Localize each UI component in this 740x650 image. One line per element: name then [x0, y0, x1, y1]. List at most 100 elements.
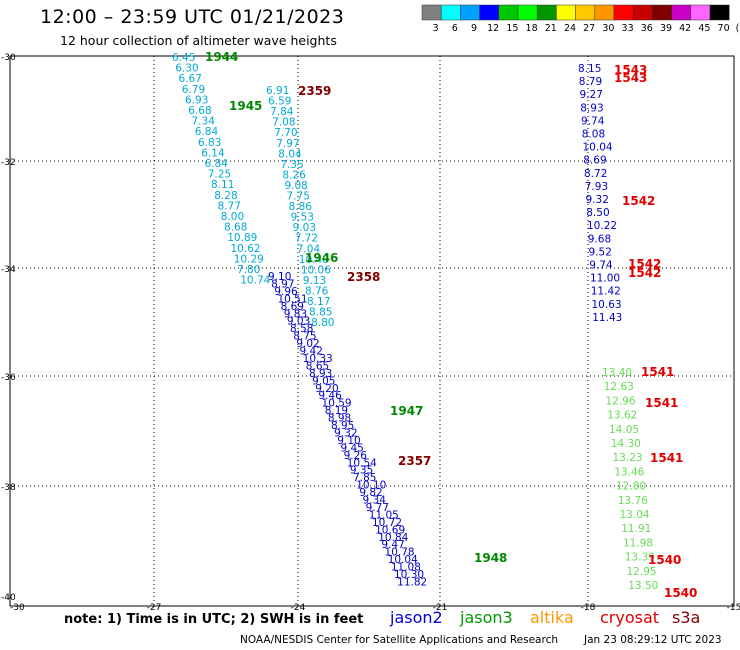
wave-height-value: 10.62 [231, 243, 261, 255]
wave-height-value: 10.10 [356, 480, 386, 492]
wave-height-value: 6.79 [182, 84, 205, 96]
wave-height-value: 9.83 [284, 308, 307, 320]
colorbar-swatch [556, 4, 576, 21]
colorbar-label: 24 [564, 23, 576, 34]
pass-time-label: 1947 [390, 404, 423, 418]
wave-height-value: 8.50 [586, 207, 609, 219]
wave-height-value: 9.32 [334, 427, 357, 439]
wave-height-value: 11.43 [592, 312, 622, 324]
wave-height-value: 9.02 [296, 338, 319, 350]
wave-height-value: 8.58 [290, 323, 313, 335]
wave-height-value: 10.63 [592, 299, 622, 311]
wave-height-value: 11.82 [397, 576, 427, 588]
legend-jason2: jason2 [390, 608, 443, 627]
wave-height-value: 6.59 [268, 96, 291, 108]
wave-height-value: 6.91 [266, 85, 289, 97]
wave-height-value: 13.46 [614, 466, 644, 478]
wave-height-value: 9.27 [580, 89, 603, 101]
wave-height-value: 8.86 [289, 201, 313, 213]
wave-height-value: 9.96 [274, 286, 298, 298]
colorbar-label: 39 [660, 23, 672, 34]
wave-height-value: 12.63 [604, 381, 634, 393]
colorbar-label: 27 [583, 23, 595, 34]
colorbar-label: (ft) [736, 23, 740, 34]
wave-height-value: 8.26 [282, 169, 306, 181]
wave-height-value: 6.68 [188, 105, 211, 117]
wave-height-value: 7.80 [237, 264, 260, 276]
wave-height-value: 13.40 [602, 367, 632, 379]
wave-height-value: 8.79 [579, 76, 602, 88]
pass-time-label: 1543 [614, 71, 647, 85]
cyan-track-1945: 6.916.597.847.087.707.978.047.358.269.08… [266, 85, 334, 329]
wave-height-value: 13.50 [628, 580, 658, 592]
colorbar-swatch [690, 4, 711, 21]
legend-jason3: jason3 [460, 608, 513, 627]
colorbar-swatch [460, 4, 480, 21]
wave-height-value: 9.47 [381, 539, 404, 551]
wave-height-value: 7.08 [272, 117, 295, 129]
wave-height-value: 7.70 [274, 127, 297, 139]
wave-height-value: 13.04 [620, 509, 650, 521]
wave-height-value: 6.84 [195, 126, 219, 138]
wave-height-value: 9.42 [300, 346, 323, 358]
wave-height-value: 12.95 [627, 566, 657, 578]
wave-height-value: 9.74 [581, 115, 605, 127]
wave-height-value: 9.53 [291, 212, 314, 224]
wave-height-value: 7.04 [297, 243, 321, 255]
time-labels: 1944 2359 1945 1946 2358 1947 2357 1948 15431543… [205, 50, 697, 600]
wave-height-value: 10.04 [583, 142, 613, 154]
wave-height-value: 6.67 [179, 73, 202, 85]
wave-height-value: 7.35 [280, 159, 303, 171]
colorbar-label: 15 [506, 23, 518, 34]
colorbar-swatch [479, 4, 500, 21]
wave-height-value: 8.69 [583, 155, 606, 167]
colorbar-swatch [517, 4, 538, 21]
wave-height-value: 10.69 [375, 524, 405, 536]
wave-height-value: 9.77 [366, 502, 389, 514]
wave-height-value: 9.03 [293, 222, 316, 234]
wave-height-value: 8.04 [278, 148, 302, 160]
pass-time-label: 1540 [664, 586, 697, 600]
wave-height-value: 9.52 [589, 246, 612, 258]
wave-height-value: 9.45 [340, 442, 363, 454]
blue-track-2358: 9.108.979.9610.518.699.839.038.588.759.0… [268, 271, 427, 588]
wave-height-value: 10.22 [587, 220, 617, 232]
wave-height-value: 10.30 [394, 569, 424, 581]
wave-height-value: 8.19 [325, 405, 348, 417]
right-track-1541: 13.40 12.63 12.96 13.62 14.05 14.30 13.23 13.46… [602, 367, 658, 592]
colorbar-label: 33 [622, 23, 634, 34]
wave-height-value: 7.84 [270, 106, 294, 118]
colorbar-swatch [709, 4, 730, 21]
wave-height-value: 8.97 [271, 278, 294, 290]
wave-height-value: 13.23 [613, 452, 643, 464]
colorbar-swatch [671, 4, 692, 21]
wave-height-value: 7.72 [295, 233, 318, 245]
wave-height-value: 9.20 [315, 383, 338, 395]
colorbar-label: 18 [526, 23, 538, 34]
colorbar-swatch [421, 4, 442, 21]
pass-time-label: 1541 [641, 365, 674, 379]
timestamp-text: Jan 23 08:29:12 UTC 2023 [584, 634, 722, 646]
wave-height-value: 10.74 [240, 275, 270, 287]
wave-height-value: 7.34 [192, 116, 216, 128]
lat-tick-label: -38 [1, 483, 16, 493]
wave-height-value: 8.69 [281, 301, 304, 313]
wave-height-value: 8.17 [307, 296, 330, 308]
wave-height-value: 8.72 [584, 168, 607, 180]
wave-height-value: 6.45 [172, 52, 195, 64]
lon-tick-label: -21 [433, 603, 448, 613]
pass-time-label: 1541 [645, 396, 678, 410]
colorbar-swatch [613, 4, 634, 21]
wave-height-value: 8.93 [580, 102, 603, 114]
wave-height-value: 7.75 [287, 191, 310, 203]
altimeter-tracks: 6.456.306.676.796.936.687.346.846.836.14… [172, 50, 697, 600]
wave-height-value: 8.28 [214, 190, 237, 202]
colorbar-label: 12 [487, 23, 499, 34]
wave-height-value: 10.33 [303, 353, 333, 365]
wave-height-value: 9.26 [344, 450, 368, 462]
wave-height-value: 6.93 [185, 94, 208, 106]
colorbar-swatch [536, 4, 557, 21]
wave-height-value: 9.08 [284, 180, 307, 192]
colorbar-swatch [498, 4, 519, 21]
